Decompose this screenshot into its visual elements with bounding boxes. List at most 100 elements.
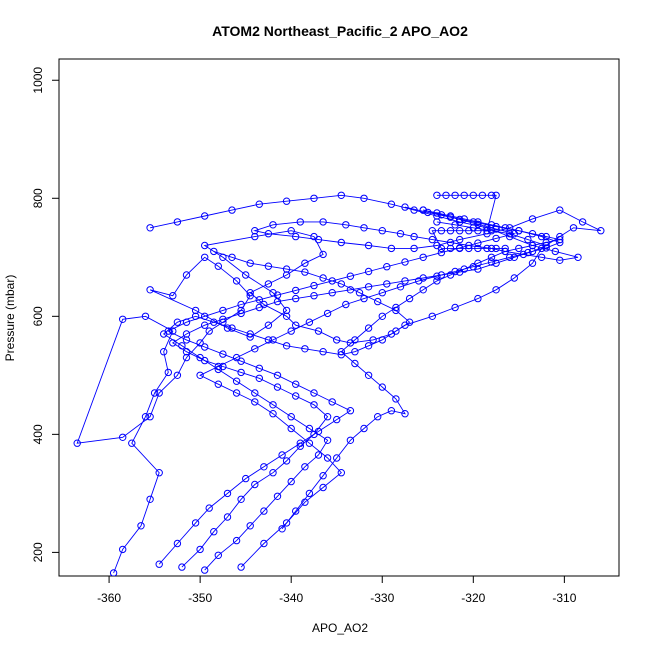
data-point xyxy=(155,389,163,397)
data-point xyxy=(578,218,587,226)
data-point xyxy=(487,253,496,261)
data-point xyxy=(387,200,396,208)
data-point xyxy=(387,244,396,253)
data-point xyxy=(210,528,218,536)
data-point xyxy=(492,286,500,294)
data-point xyxy=(178,563,186,571)
data-point xyxy=(237,357,245,365)
data-point xyxy=(419,206,427,214)
data-point xyxy=(169,327,177,335)
data-point xyxy=(378,336,386,344)
data-point xyxy=(319,218,327,226)
data-point xyxy=(392,395,400,403)
data-point xyxy=(282,342,291,350)
data-point xyxy=(141,413,150,421)
data-point xyxy=(269,221,277,229)
data-point xyxy=(119,545,127,554)
data-point xyxy=(451,221,459,229)
data-point xyxy=(237,300,245,309)
data-point xyxy=(355,289,364,297)
data-point xyxy=(232,377,241,385)
data-point xyxy=(465,227,473,235)
data-point xyxy=(296,439,304,447)
data-point xyxy=(232,277,241,285)
data-point xyxy=(401,277,409,285)
data-point xyxy=(273,383,282,391)
y-axis-label: Pressure (mbar) xyxy=(3,275,17,362)
data-point xyxy=(524,248,532,257)
data-point xyxy=(214,362,223,371)
data-point xyxy=(460,265,468,273)
data-point xyxy=(119,433,127,441)
data-point xyxy=(401,410,409,418)
data-point xyxy=(396,230,405,238)
data-point xyxy=(337,348,345,356)
data-point xyxy=(310,194,318,203)
data-point xyxy=(415,277,423,285)
data-point xyxy=(219,306,227,315)
y-tick-label: 600 xyxy=(31,306,45,326)
data-point xyxy=(273,492,282,500)
data-point xyxy=(537,253,546,261)
data-point xyxy=(392,303,400,312)
data-point xyxy=(333,454,341,462)
x-tick-label: -320 xyxy=(461,591,485,605)
data-point xyxy=(310,389,318,397)
data-point xyxy=(301,345,309,353)
data-point xyxy=(323,436,332,444)
data-point xyxy=(528,259,537,267)
data-point xyxy=(337,238,345,247)
data-point xyxy=(328,277,336,285)
data-point xyxy=(305,424,314,433)
data-point xyxy=(251,227,259,235)
data-point xyxy=(201,212,209,220)
data-point xyxy=(228,206,236,214)
data-point xyxy=(155,560,163,568)
data-point xyxy=(456,244,464,253)
data-point xyxy=(483,227,491,235)
series-profile xyxy=(428,191,509,253)
data-point xyxy=(169,292,177,300)
data-point xyxy=(223,513,232,521)
data-point xyxy=(437,244,446,253)
data-point xyxy=(360,294,368,303)
data-point xyxy=(483,244,491,253)
data-point xyxy=(146,286,154,294)
data-point xyxy=(337,469,345,477)
data-point xyxy=(169,339,177,347)
data-point xyxy=(351,348,359,356)
data-point xyxy=(501,224,509,232)
data-point xyxy=(328,398,336,406)
data-point xyxy=(492,244,500,253)
data-point xyxy=(119,315,127,323)
data-point xyxy=(410,244,418,253)
data-point xyxy=(351,336,359,344)
data-point xyxy=(396,283,405,291)
data-point xyxy=(392,327,400,335)
data-point xyxy=(232,353,241,362)
plot-frame xyxy=(58,58,620,577)
data-point xyxy=(164,368,173,377)
data-point xyxy=(374,297,382,306)
data-point xyxy=(524,235,532,244)
data-point xyxy=(269,336,277,344)
data-point xyxy=(410,232,418,241)
series-line xyxy=(76,194,601,574)
data-point xyxy=(182,271,191,279)
chart-title: ATOM2 Northeast_Pacific_2 APO_AO2 xyxy=(212,23,468,39)
data-point xyxy=(201,321,209,329)
data-point xyxy=(378,289,386,297)
data-point xyxy=(201,253,209,261)
data-point xyxy=(242,474,250,483)
data-point xyxy=(492,234,500,243)
x-tick-label: -360 xyxy=(97,591,121,605)
data-point xyxy=(246,330,254,338)
data-point xyxy=(210,247,218,256)
data-point xyxy=(401,258,409,266)
y-axis: 200 400 600 800 1000 xyxy=(31,67,59,562)
data-point xyxy=(364,267,373,276)
data-point xyxy=(232,389,241,397)
data-point xyxy=(269,469,277,477)
